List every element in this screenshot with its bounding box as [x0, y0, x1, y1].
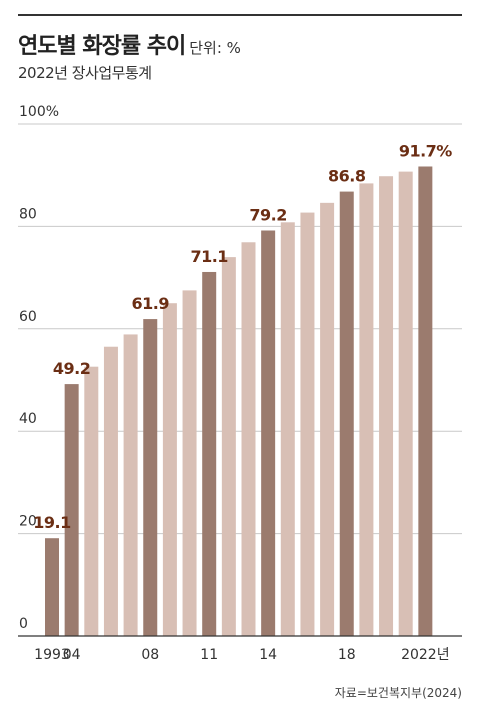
- bar: [202, 271, 217, 636]
- data-label: 19.1: [33, 513, 71, 532]
- bar: [398, 171, 413, 636]
- bar: [84, 366, 99, 636]
- y-tick-label: 0: [19, 616, 28, 632]
- data-label: 86.8: [328, 167, 366, 186]
- bar: [241, 242, 256, 636]
- bar: [182, 290, 197, 636]
- bar: [280, 222, 295, 636]
- bar: [45, 538, 59, 636]
- bar: [103, 346, 118, 636]
- x-tick-label: 2022년: [401, 647, 450, 663]
- bar: [162, 303, 177, 636]
- y-tick-label: 40: [19, 411, 37, 427]
- y-tick-label: 20: [19, 514, 37, 530]
- data-label: 79.2: [249, 205, 286, 224]
- bar: [123, 334, 138, 636]
- data-label: 61.9: [132, 294, 170, 313]
- data-label: 91.7%: [399, 141, 452, 160]
- bar: [261, 230, 276, 636]
- bar: [359, 183, 374, 636]
- x-tick-label: 14: [259, 647, 277, 663]
- bar: [221, 257, 236, 636]
- bar: [143, 319, 158, 636]
- title-text: 연도별 화장률 추이: [18, 34, 186, 59]
- chart-title: 연도별 화장률 추이 단위: %: [18, 28, 241, 60]
- top-rule: [18, 14, 462, 16]
- x-tick-label: 11: [200, 647, 218, 663]
- bar: [418, 166, 433, 636]
- bar: [300, 212, 315, 637]
- x-tick-label: 04: [63, 647, 81, 663]
- data-label: 49.2: [53, 359, 90, 378]
- chart-subtitle: 2022년 장사업무통계: [18, 64, 152, 82]
- x-tick-label: 08: [141, 647, 159, 663]
- x-tick-label: 1993: [34, 647, 70, 663]
- y-tick-label: 60: [19, 309, 37, 325]
- y-tick-label: 100%: [19, 104, 59, 120]
- unit-label: 단위: %: [189, 39, 241, 57]
- bar: [379, 176, 394, 636]
- bar: [320, 202, 335, 636]
- bar: [64, 384, 79, 636]
- source-note: 자료=보건복지부(2024): [334, 686, 462, 700]
- data-label: 71.1: [190, 247, 228, 266]
- y-tick-label: 80: [19, 206, 37, 222]
- x-tick-label: 18: [338, 647, 356, 663]
- bar: [339, 191, 354, 637]
